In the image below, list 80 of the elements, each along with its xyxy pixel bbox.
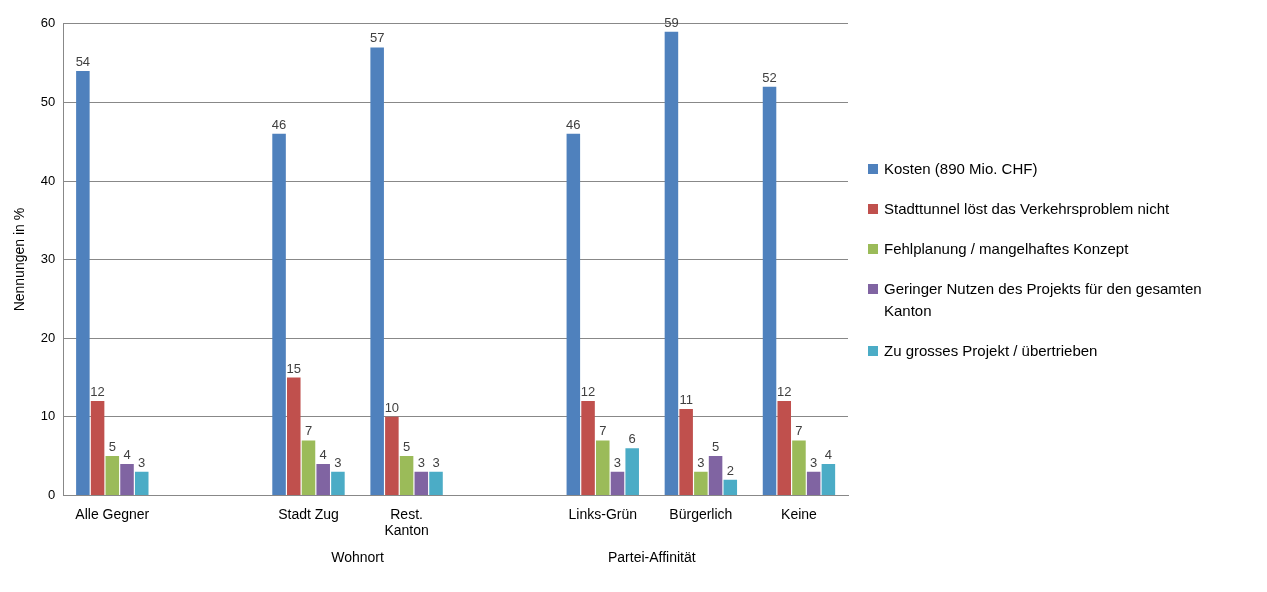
data-label: 54 (75, 54, 91, 70)
bar (625, 448, 639, 495)
data-label: 3 (810, 454, 818, 470)
bar (806, 471, 821, 495)
data-label: 3 (613, 454, 622, 470)
bar (610, 471, 625, 495)
y-tick-label: 40 (40, 172, 56, 188)
data-label: 3 (697, 454, 705, 470)
data-label: 15 (286, 360, 302, 376)
bar (694, 471, 708, 495)
y-tick-label: 0 (48, 486, 56, 502)
legend-label: Stadttunnel löst das Verkehrsproblem nicht (884, 199, 1170, 219)
bar (723, 479, 738, 495)
bar (134, 471, 149, 495)
x-tick-label: Bürgerlich (669, 505, 733, 522)
data-label: 46 (566, 116, 581, 132)
data-label: 5 (402, 439, 411, 455)
data-label: 3 (138, 454, 146, 470)
bar (596, 440, 610, 495)
text: Partei-Affinität (607, 549, 696, 566)
data-label: 12 (580, 384, 596, 400)
bar (792, 440, 806, 495)
bar (399, 456, 414, 495)
legend-label: Zu grosses Projekt / übertrieben (884, 341, 1098, 361)
data-label: 12 (90, 384, 105, 400)
x-tick-label: Rest. Kanton (384, 505, 429, 539)
bar (777, 401, 792, 495)
data-label: 4 (319, 447, 327, 463)
text: Wohnort (331, 549, 384, 566)
bar (708, 456, 723, 495)
bar (287, 377, 301, 495)
legend-label: Kosten (890 Mio. CHF) (884, 159, 1038, 179)
data-label: 12 (777, 384, 792, 400)
data-label: 10 (384, 399, 400, 415)
legend-label: Fehlplanung / mangelhaftes Konzept (884, 239, 1129, 259)
data-label: 3 (432, 454, 440, 470)
x-tick-label: Keine (781, 505, 818, 522)
bar (664, 31, 679, 495)
data-label: 7 (795, 423, 803, 439)
bar (90, 401, 105, 495)
data-label: 11 (679, 392, 693, 408)
bar (370, 47, 384, 495)
data-label: 5 (711, 439, 720, 455)
bar (120, 463, 134, 495)
y-tick-label: 10 (40, 408, 56, 424)
bar (301, 440, 316, 495)
data-label: 4 (123, 447, 131, 463)
y-axis-title: Nennungen in % (11, 207, 28, 312)
bar (566, 133, 581, 495)
data-label: 3 (334, 454, 342, 470)
data-label: 4 (824, 447, 832, 463)
data-label: 6 (628, 431, 636, 447)
bar (414, 471, 429, 495)
x-tick-label: Links-Grün (568, 505, 637, 522)
bar (762, 86, 777, 495)
y-tick-label: 20 (40, 329, 56, 345)
data-label: 3 (417, 454, 425, 470)
bar (385, 416, 399, 495)
bar (272, 133, 286, 495)
data-label: 7 (599, 423, 607, 439)
bar (76, 70, 90, 495)
x-tick-label: Alle Gegner (75, 505, 150, 522)
x-tick-label: Stadt Zug (278, 505, 339, 522)
bar (821, 463, 836, 495)
data-label: 52 (762, 69, 777, 85)
data-label: 57 (369, 30, 385, 46)
bar (581, 401, 595, 495)
y-tick-label: 60 (40, 15, 56, 31)
bar (429, 471, 443, 495)
bar (105, 456, 120, 495)
y-tick-label: 30 (40, 251, 56, 267)
bar (679, 408, 693, 495)
y-tick-label: 50 (40, 93, 56, 109)
bar (316, 463, 330, 495)
data-label: 46 (271, 116, 287, 132)
data-label: 7 (304, 423, 313, 439)
legend-label: Geringer Nutzen des Projekts für den gesamten Kanton (884, 279, 1203, 321)
data-label: 5 (108, 439, 116, 455)
bar (331, 471, 345, 495)
data-label: 2 (726, 462, 734, 478)
